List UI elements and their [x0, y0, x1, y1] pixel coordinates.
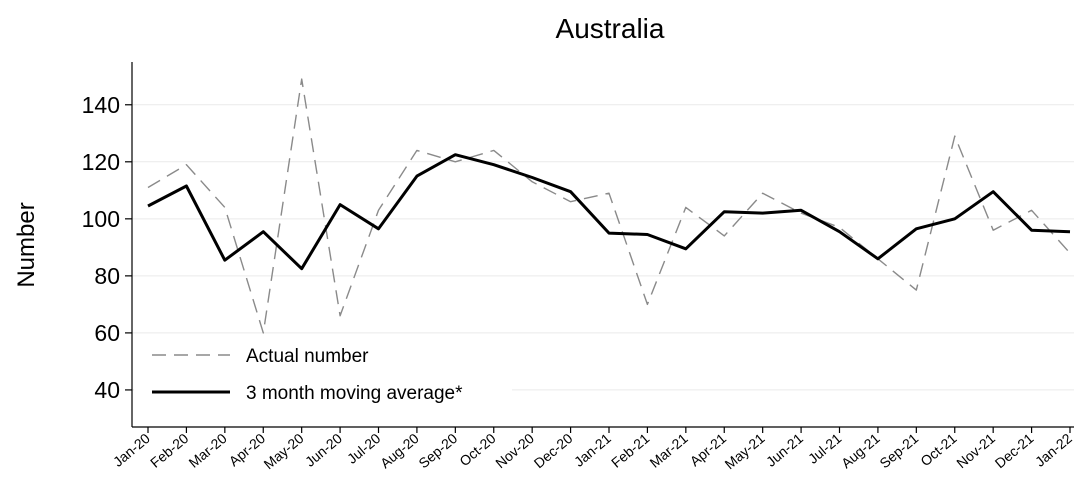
x-tick-label: Dec-20	[531, 430, 576, 471]
x-tick-label: Sep-20	[415, 430, 460, 471]
y-tick-label-100: 100	[82, 206, 120, 232]
x-tick-label: Apr-20	[226, 430, 269, 469]
x-tick-label: Oct-20	[456, 430, 499, 469]
x-tick-label: Dec-21	[992, 430, 1037, 471]
x-axis-ticks: Jan-20Feb-20Mar-20Apr-20May-20Jun-20Jul-…	[110, 427, 1075, 472]
chart-title: Australia	[556, 13, 665, 44]
x-tick-label: Sep-21	[876, 430, 921, 471]
x-tick-label: Mar-20	[185, 430, 229, 471]
x-tick-label: Nov-20	[492, 430, 537, 471]
legend-background	[134, 334, 512, 420]
x-tick-label: Mar-21	[646, 430, 690, 471]
y-tick-label-80: 80	[94, 263, 120, 289]
y-axis-ticks: 40 60 80 100 120 140	[82, 92, 132, 403]
legend-label-actual: Actual number	[246, 346, 369, 367]
legend: Actual number 3 month moving average*	[152, 346, 463, 404]
series-lines	[147, 78, 1071, 334]
axes	[131, 62, 1074, 428]
y-axis-label: Number	[13, 202, 40, 287]
y-tick-label-60: 60	[94, 320, 120, 346]
series-line-actual	[147, 78, 1071, 334]
x-tick-label: May-20	[261, 430, 307, 472]
x-tick-label: Jun-20	[302, 430, 345, 470]
x-tick-label: Jan-22	[1032, 430, 1075, 470]
x-tick-label: Nov-21	[953, 430, 998, 471]
x-tick-label: Jan-21	[571, 430, 614, 470]
legend-label-moving-average: 3 month moving average*	[246, 383, 463, 404]
y-tick-label-140: 140	[82, 92, 120, 118]
x-tick-label: Oct-21	[917, 430, 960, 469]
x-tick-label: Aug-20	[377, 430, 422, 471]
series-line-moving-average	[147, 153, 1071, 271]
y-tick-label-40: 40	[94, 377, 120, 403]
x-tick-label: Feb-20	[147, 430, 191, 471]
x-tick-label: Feb-21	[608, 430, 652, 471]
x-tick-label: Jun-21	[763, 430, 806, 470]
x-tick-label: Aug-21	[838, 430, 883, 471]
x-tick-label: Jan-20	[110, 430, 153, 470]
x-tick-label: May-21	[722, 430, 768, 472]
x-tick-label: Apr-21	[687, 430, 730, 469]
y-tick-label-120: 120	[82, 149, 120, 175]
